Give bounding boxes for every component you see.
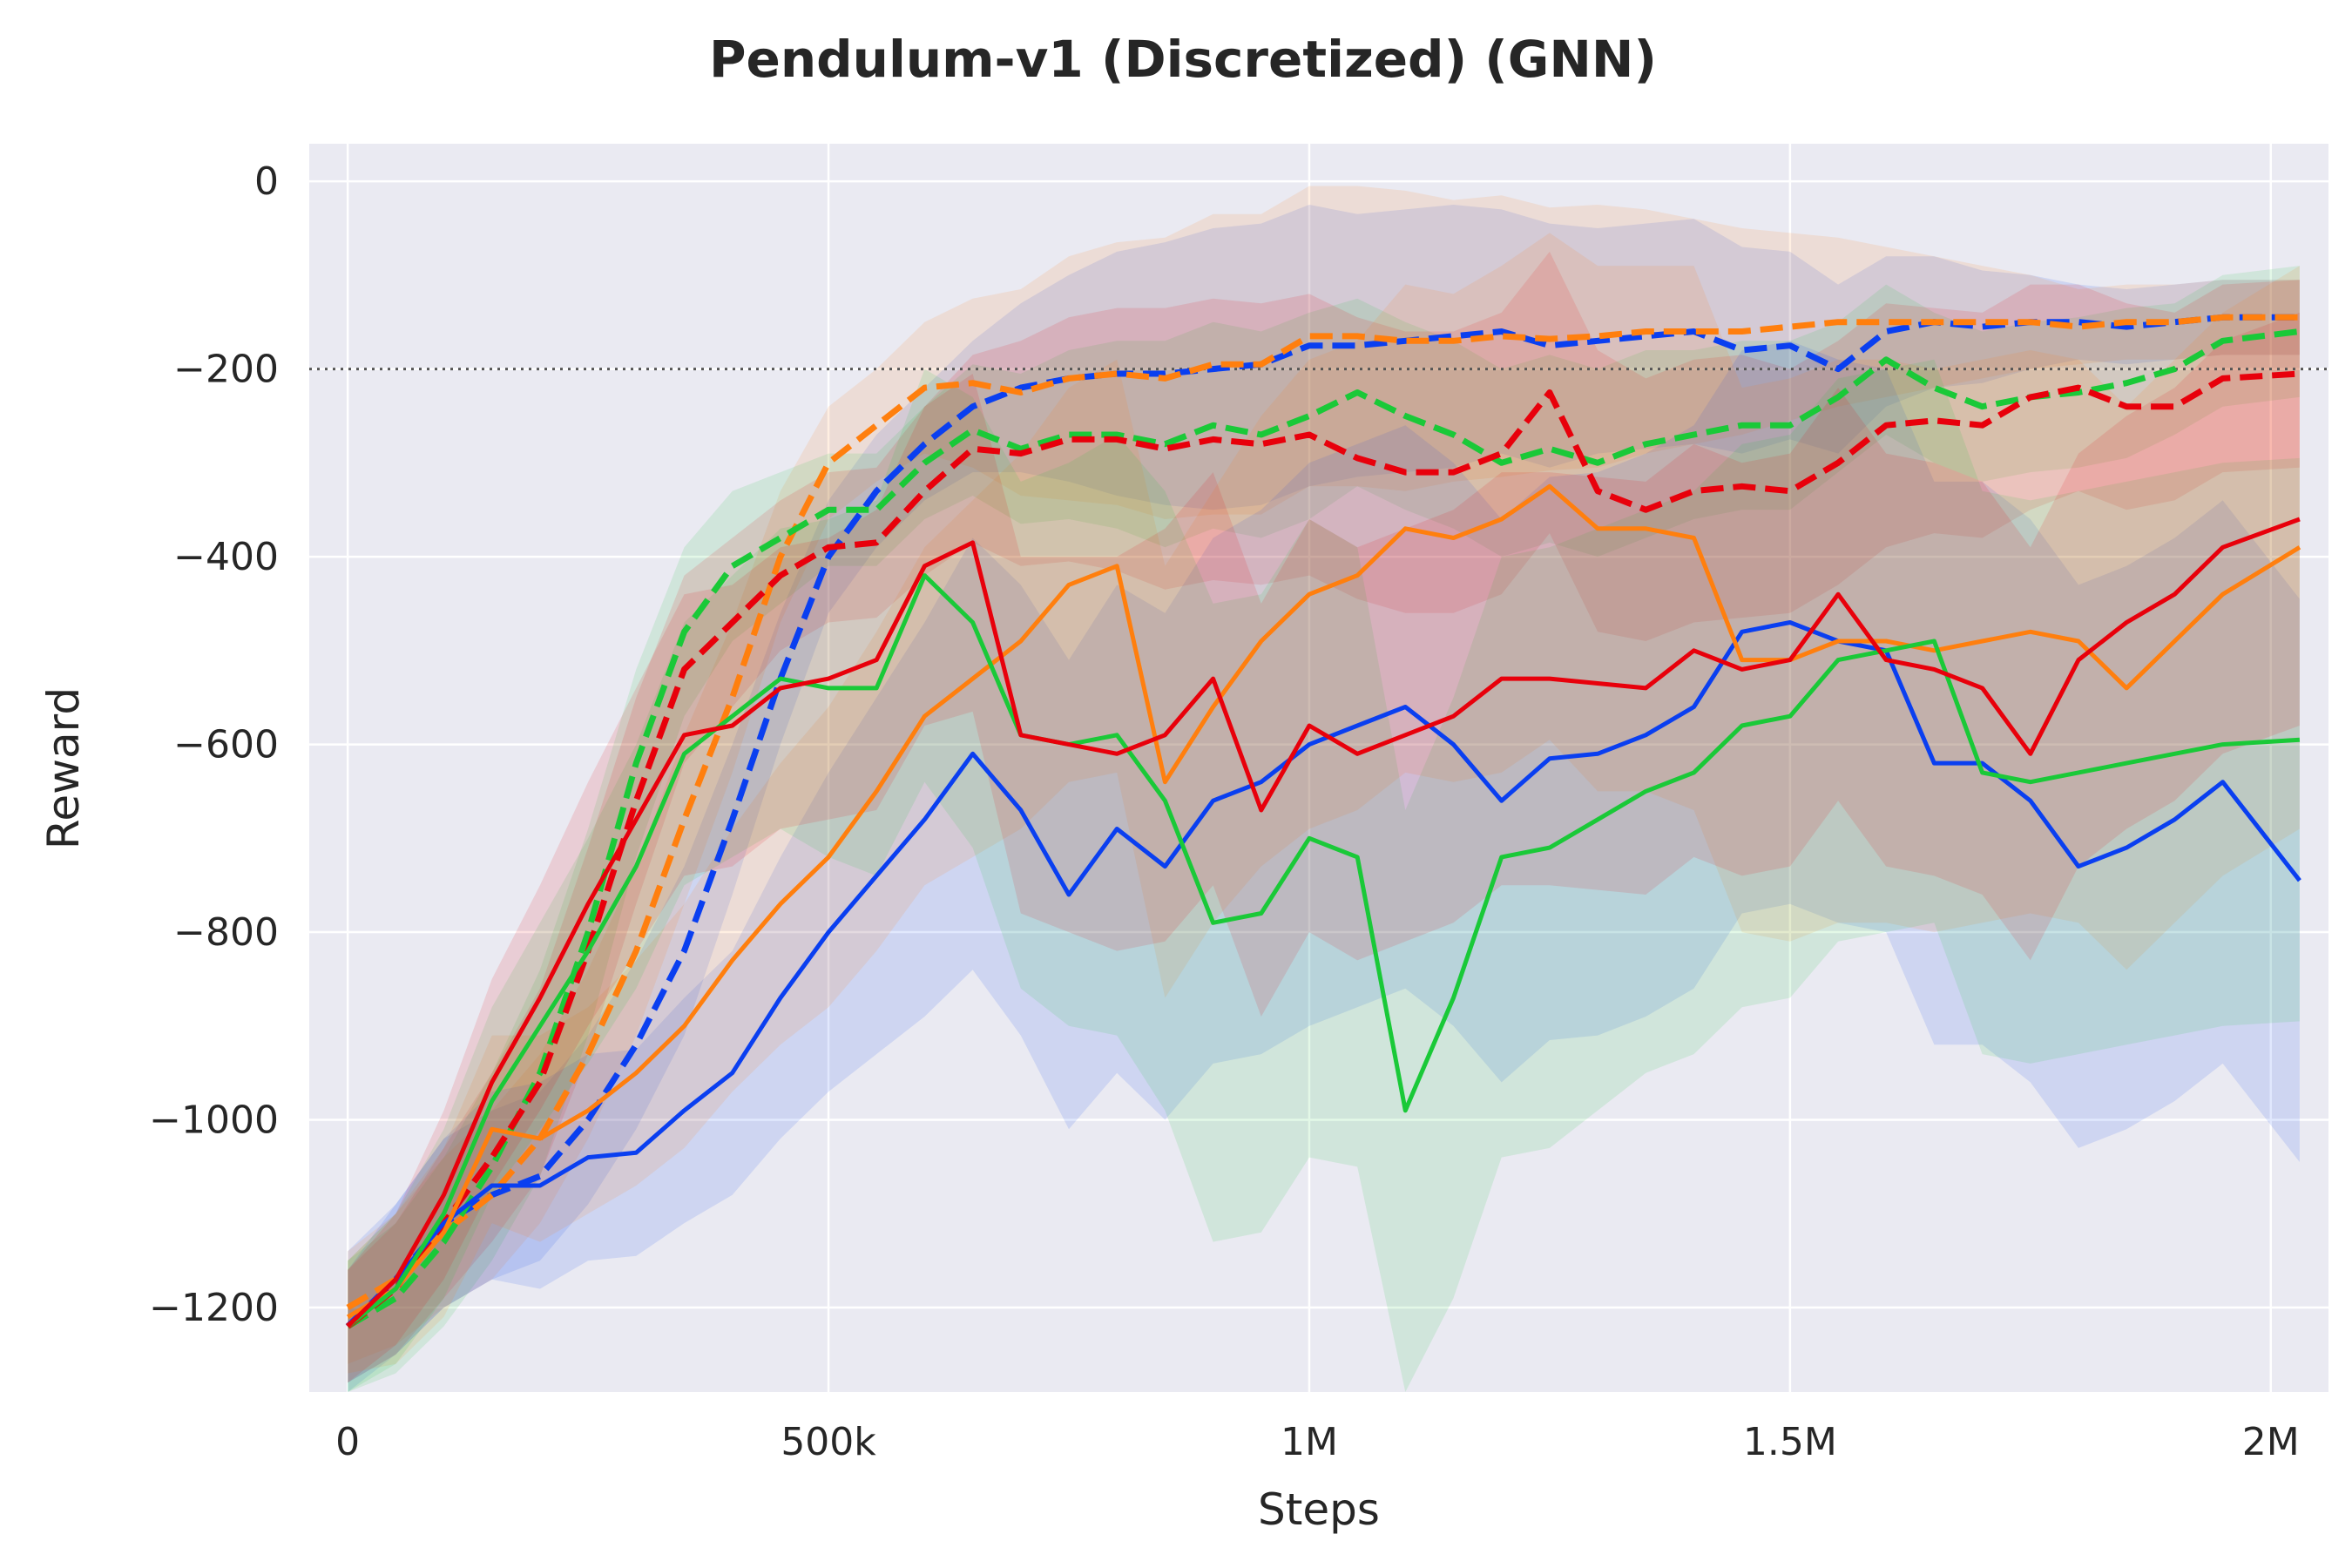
x-tick-label: 500k (781, 1420, 876, 1464)
y-tick-label: −600 (173, 723, 279, 767)
x-tick-labels: 0 500k 1M 1.5M 2M (335, 1420, 2300, 1464)
x-tick-label: 2M (2242, 1420, 2300, 1464)
series-2-band (348, 186, 2300, 1364)
y-tick-label: −1000 (149, 1098, 279, 1143)
y-axis-label: Reward (38, 687, 89, 849)
y-tick-label: −1200 (149, 1286, 279, 1330)
y-tick-label: −800 (173, 910, 279, 955)
y-tick-label: −200 (173, 348, 279, 392)
series-lines (345, 314, 2301, 1329)
series-7-line (346, 573, 2301, 1328)
y-tick-label: 0 (254, 159, 279, 204)
grid-lines (309, 144, 2328, 1392)
x-tick-label: 0 (335, 1420, 360, 1464)
y-tick-label: −400 (173, 535, 279, 579)
y-tick-labels: 0 −200 −400 −600 −800 −1000 −1200 (149, 159, 279, 1330)
series-5-band (348, 341, 2300, 1383)
series-1-band (348, 205, 2300, 1392)
series-4-band (348, 251, 2300, 1383)
series-4-line (346, 370, 2301, 1329)
series-8-band (348, 312, 2300, 1383)
x-tick-label: 1M (1281, 1420, 1338, 1464)
series-8-line (346, 517, 2301, 1328)
series-1-line (345, 314, 2300, 1329)
series-3-line (346, 328, 2301, 1329)
chart-title: Pendulum-v1 (Discretized) (GNN) (709, 30, 1657, 89)
series-2-line (346, 314, 2300, 1311)
series-6-band (348, 233, 2300, 1374)
x-axis-label: Steps (1258, 1484, 1380, 1535)
x-tick-label: 1.5M (1743, 1420, 1837, 1464)
series-7-band (348, 359, 2300, 1392)
confidence-bands (348, 186, 2300, 1393)
series-5-line (346, 620, 2301, 1328)
series-6-line (346, 483, 2301, 1319)
